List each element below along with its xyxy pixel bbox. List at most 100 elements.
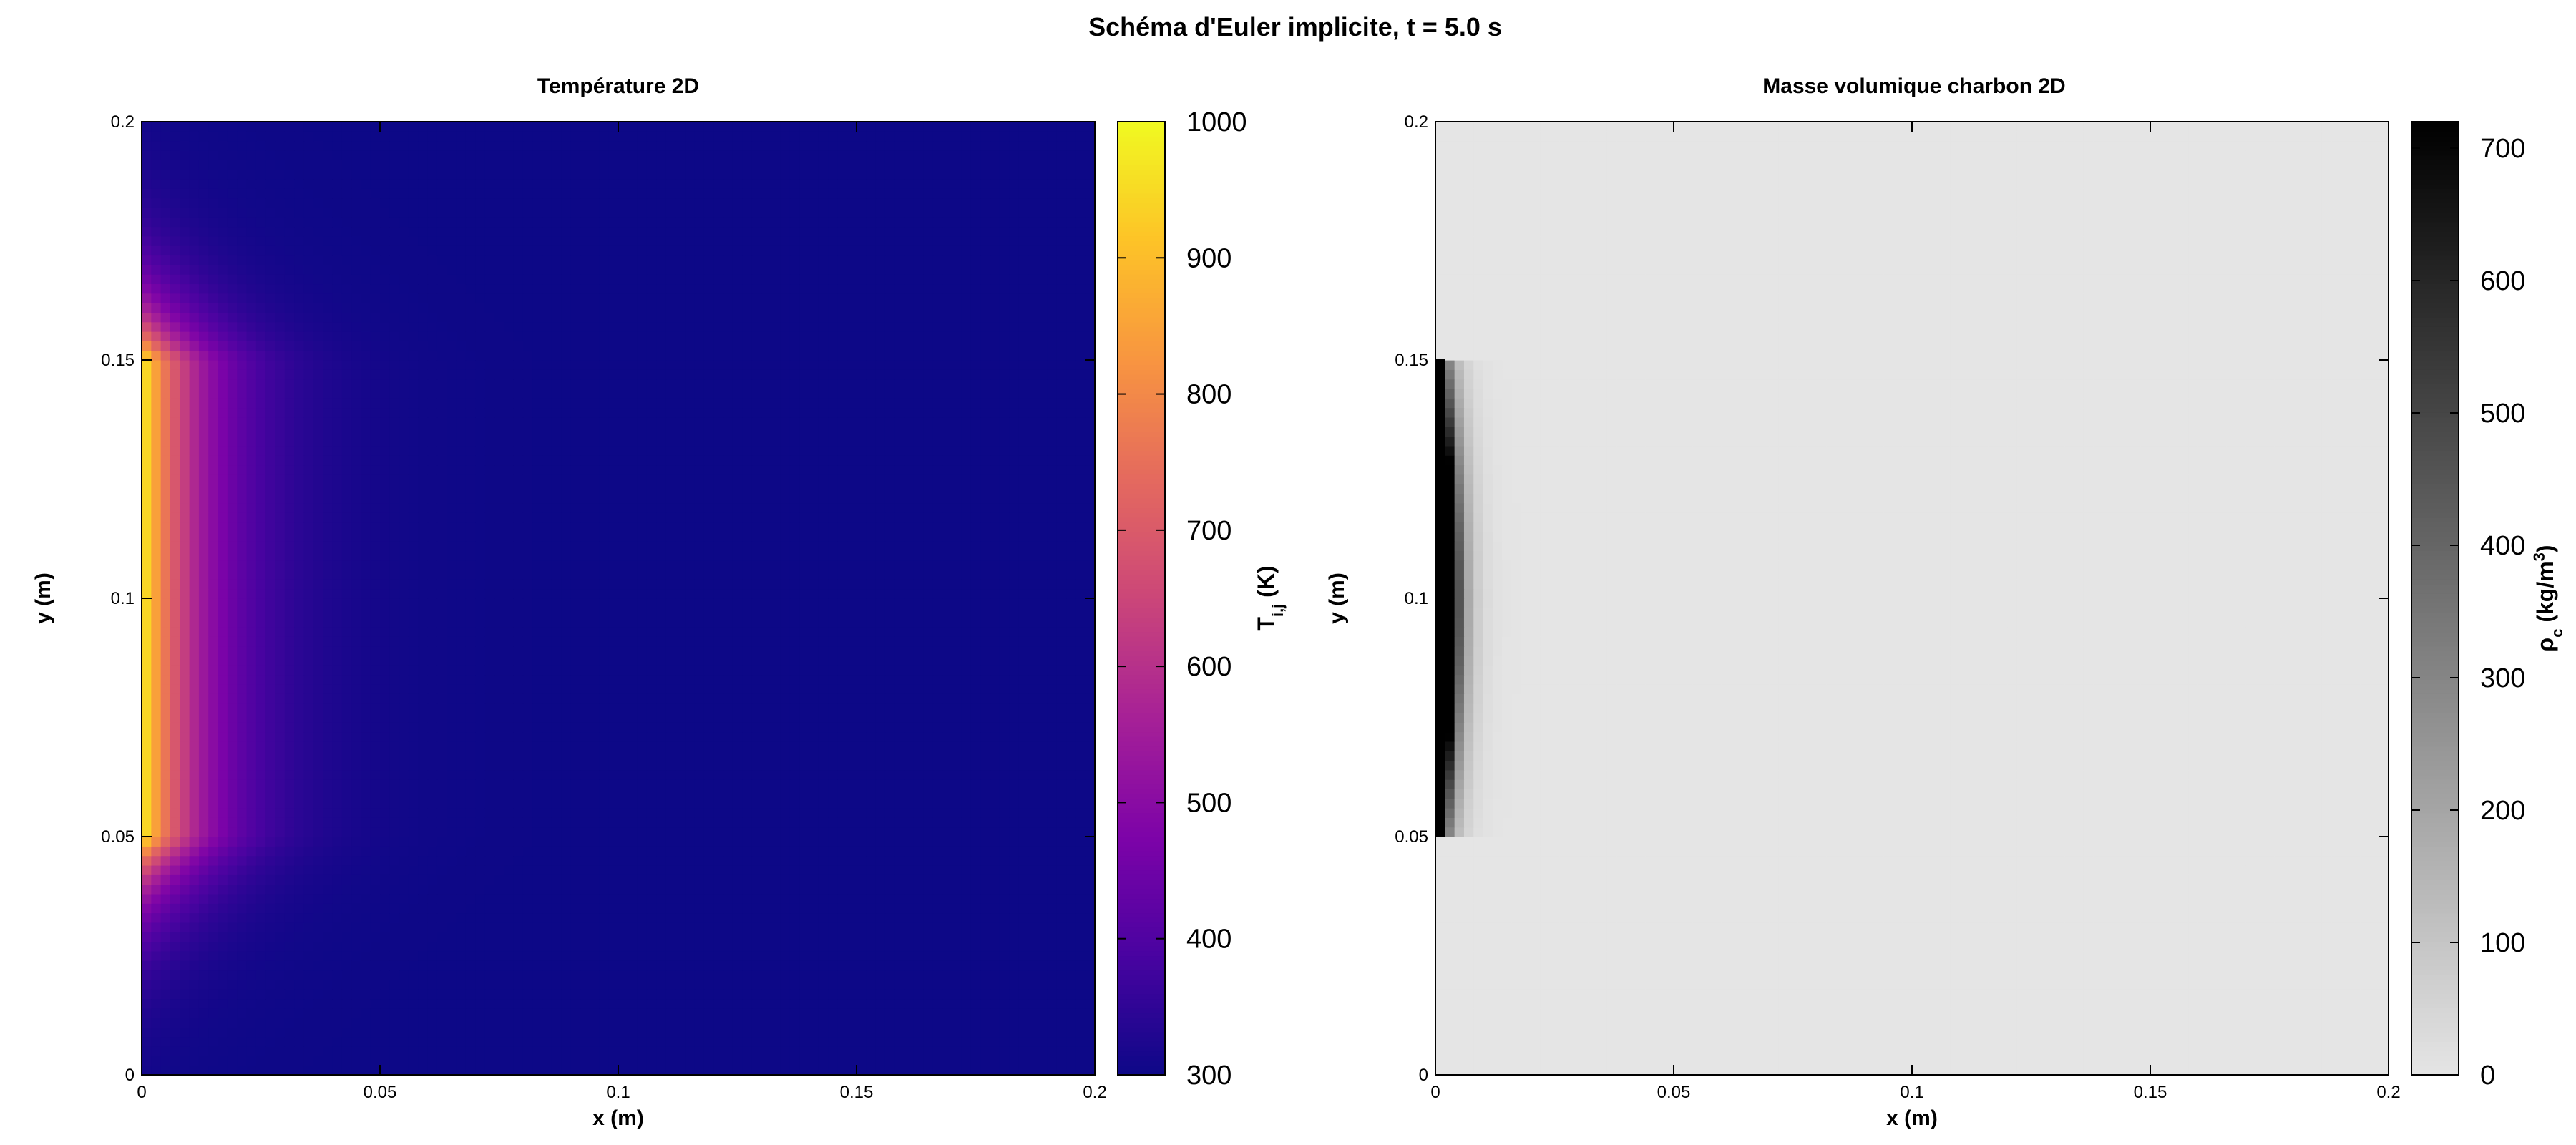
heatmap-cell <box>999 1027 1010 1038</box>
heatmap-cell <box>932 1018 943 1028</box>
heatmap-cell <box>608 1046 619 1056</box>
heatmap-cell <box>665 989 676 1000</box>
heatmap-cell <box>703 636 714 647</box>
heatmap-cell <box>465 874 476 885</box>
heatmap-cell <box>732 1008 743 1018</box>
heatmap-cell <box>742 703 753 713</box>
heatmap-cell <box>732 855 743 866</box>
heatmap-cell <box>303 970 314 980</box>
heatmap-cell <box>799 703 809 713</box>
heatmap-cell <box>646 722 657 733</box>
heatmap-cell <box>847 960 857 971</box>
heatmap-cell <box>303 808 314 818</box>
heatmap-cell <box>361 827 371 837</box>
heatmap-cell <box>904 712 914 723</box>
heatmap-cell <box>542 1027 552 1038</box>
heatmap-cell <box>932 884 943 895</box>
heatmap-cell <box>332 674 343 685</box>
heatmap-cell <box>999 712 1010 723</box>
heatmap-cell <box>570 1008 581 1018</box>
heatmap-cell <box>456 674 467 685</box>
heatmap-cell <box>637 683 648 694</box>
heatmap-cell <box>847 655 857 666</box>
heatmap-cell <box>703 731 714 742</box>
heatmap-cell <box>341 598 352 608</box>
heatmap-cell <box>590 989 600 1000</box>
heatmap-cell <box>522 769 533 780</box>
heatmap-cell <box>932 998 943 1009</box>
heatmap-cell <box>923 636 934 647</box>
heatmap-cell <box>685 712 696 723</box>
heatmap-cell <box>980 989 991 1000</box>
heatmap-cell <box>742 789 753 799</box>
heatmap-cell <box>599 960 610 971</box>
heatmap-cell <box>970 655 981 666</box>
heatmap-cell <box>942 703 952 713</box>
heatmap-cell <box>580 617 590 628</box>
heatmap-cell <box>1085 922 1096 932</box>
heatmap-cell <box>294 817 305 828</box>
heatmap-cell <box>380 731 390 742</box>
heatmap-cell <box>284 1056 295 1066</box>
heatmap-cell <box>313 703 323 713</box>
heatmap-cell <box>904 636 914 647</box>
heatmap-cell <box>427 1046 438 1056</box>
heatmap-cell <box>599 874 610 885</box>
heatmap-cell <box>142 1008 152 1018</box>
heatmap-cell <box>818 1065 829 1076</box>
heatmap-cell <box>465 960 476 971</box>
heatmap-cell <box>742 817 753 828</box>
heatmap-cell <box>942 1065 952 1076</box>
heatmap-cell <box>913 903 924 914</box>
heatmap-cell <box>513 703 524 713</box>
heatmap-cell <box>590 683 600 694</box>
heatmap-cell <box>980 712 991 723</box>
heatmap-cell <box>323 617 333 628</box>
heatmap-cell <box>227 731 238 742</box>
heatmap-cell <box>723 1046 733 1056</box>
heatmap-cell <box>380 941 390 952</box>
heatmap-cell <box>370 941 381 952</box>
heatmap-cell <box>828 827 838 837</box>
heatmap-cell <box>857 922 867 932</box>
heatmap-cell <box>294 655 305 666</box>
heatmap-cell <box>189 1065 200 1076</box>
heatmap-cell <box>513 645 524 656</box>
heatmap-cell <box>809 950 819 961</box>
heatmap-cell <box>465 1027 476 1038</box>
heatmap-cell <box>323 808 333 818</box>
heatmap-cell <box>1009 864 1020 875</box>
heatmap-cell <box>732 789 743 799</box>
heatmap-cell <box>370 1018 381 1028</box>
heatmap-cell <box>894 837 905 847</box>
heatmap-cell <box>436 912 447 923</box>
heatmap-cell <box>160 960 171 971</box>
heatmap-cell <box>570 893 581 904</box>
heatmap-cell <box>628 808 638 818</box>
heatmap-cell <box>913 922 924 932</box>
heatmap-cell <box>1038 608 1048 618</box>
heatmap-cell <box>246 1056 257 1066</box>
heatmap-cell <box>847 722 857 733</box>
heatmap-cell <box>361 693 371 704</box>
heatmap-cell <box>837 932 848 942</box>
heatmap-cell <box>551 626 562 637</box>
heatmap-cell <box>456 970 467 980</box>
heatmap-cell <box>265 989 276 1000</box>
heatmap-cell <box>923 941 934 952</box>
heatmap-cell <box>1085 1008 1096 1018</box>
heatmap-cell <box>1028 837 1038 847</box>
heatmap-cell <box>685 979 696 990</box>
heatmap-cell <box>884 617 895 628</box>
heatmap-cell <box>780 884 791 895</box>
heatmap-cell <box>771 817 781 828</box>
heatmap-cell <box>218 922 228 932</box>
heatmap-cell <box>142 779 152 789</box>
heatmap-cell <box>580 1046 590 1056</box>
heatmap-cell <box>828 1027 838 1038</box>
heatmap-cell <box>799 665 809 676</box>
heatmap-cell <box>904 1056 914 1066</box>
heatmap-cell <box>484 703 495 713</box>
heatmap-cell <box>618 827 628 837</box>
heatmap-cell <box>218 912 228 923</box>
